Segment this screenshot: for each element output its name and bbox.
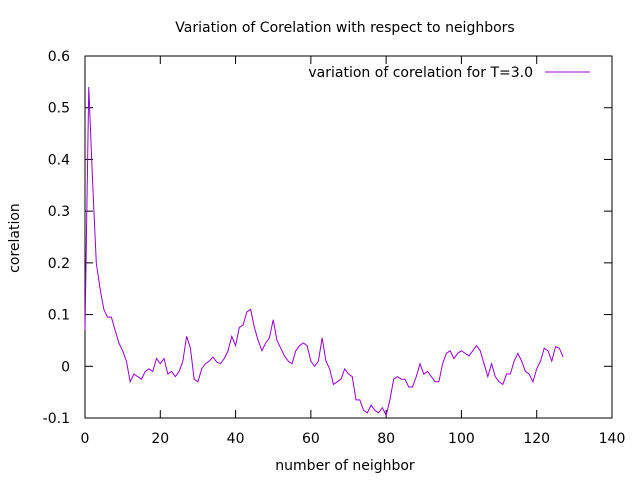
x-tick-label: 0 bbox=[81, 431, 90, 447]
x-axis-label: number of neighbor bbox=[275, 458, 415, 474]
y-axis: -0.1 0 0.1 0.2 0.3 0.4 0.5 0.6 bbox=[43, 49, 612, 427]
y-tick-label: 0.4 bbox=[48, 152, 70, 168]
x-tick-label: 80 bbox=[377, 431, 395, 447]
legend-label: variation of corelation for T=3.0 bbox=[308, 65, 533, 81]
y-tick-label: 0.3 bbox=[48, 204, 70, 220]
x-tick-label: 60 bbox=[302, 431, 320, 447]
y-tick-label: 0 bbox=[61, 359, 70, 375]
x-axis: 0 20 40 60 80 100 120 140 bbox=[81, 56, 626, 447]
legend: variation of corelation for T=3.0 bbox=[308, 65, 590, 81]
plot-frame bbox=[84, 55, 613, 419]
series-line bbox=[84, 87, 564, 417]
chart-title: Variation of Corelation with respect to … bbox=[175, 20, 514, 36]
x-tick-label: 140 bbox=[599, 431, 626, 447]
x-tick-label: 100 bbox=[448, 431, 475, 447]
x-tick-label: 40 bbox=[227, 431, 245, 447]
y-tick-label: 0.6 bbox=[48, 49, 70, 65]
y-tick-label: 0.5 bbox=[48, 101, 70, 117]
y-axis-label: corelation bbox=[7, 203, 23, 273]
x-tick-label: 20 bbox=[151, 431, 169, 447]
x-tick-label: 120 bbox=[523, 431, 550, 447]
y-tick-label: 0.2 bbox=[48, 256, 70, 272]
y-tick-label: 0.1 bbox=[48, 308, 70, 324]
y-tick-label: -0.1 bbox=[43, 411, 70, 427]
